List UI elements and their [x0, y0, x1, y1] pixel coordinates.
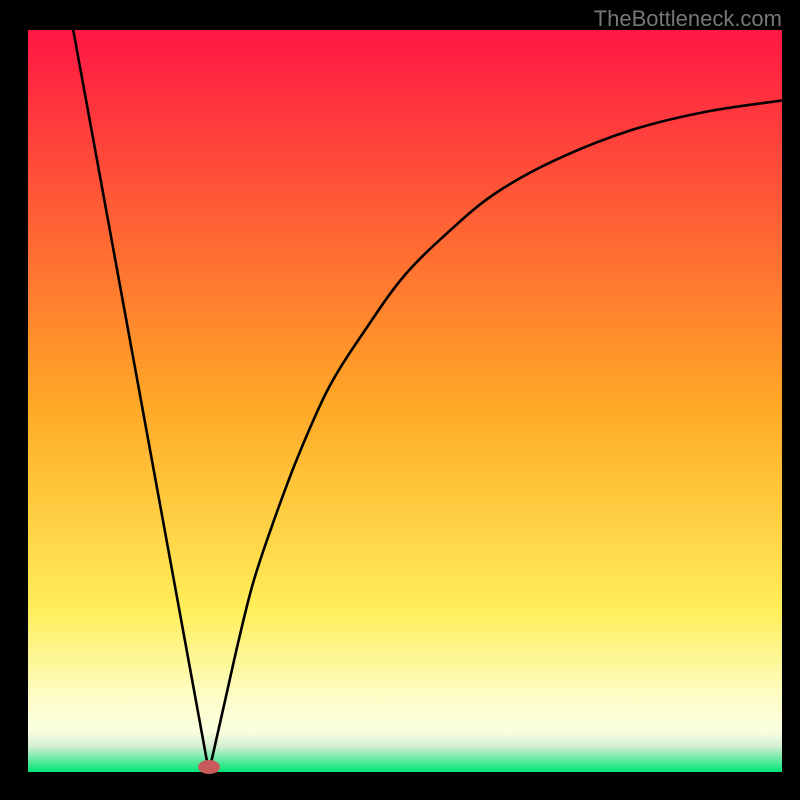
minimum-marker [198, 760, 220, 774]
curve-layer [28, 30, 782, 772]
chart-container: TheBottleneck.com [0, 0, 800, 800]
watermark-text: TheBottleneck.com [594, 6, 782, 32]
line-segment [73, 30, 209, 772]
asymptote-curve [209, 100, 782, 772]
plot-area [28, 30, 782, 772]
